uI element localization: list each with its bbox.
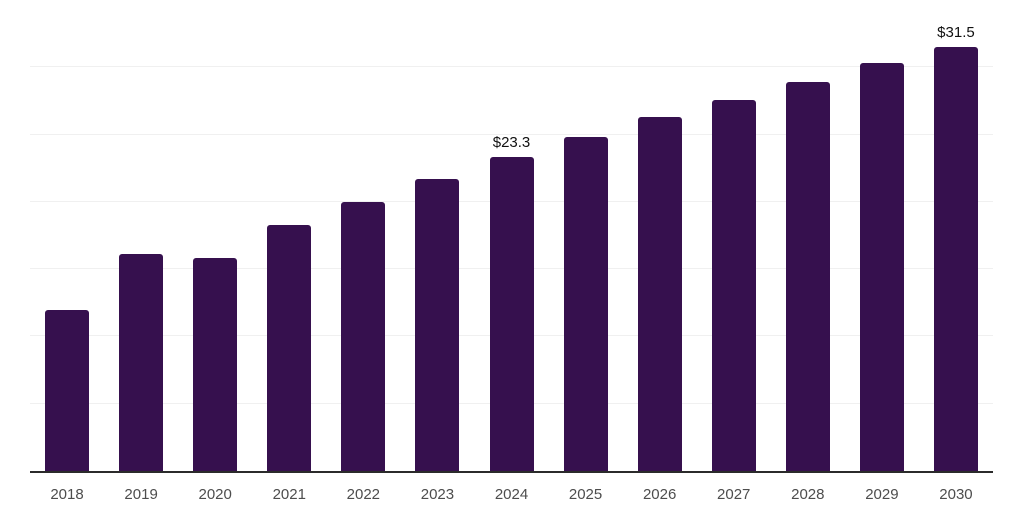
- bar-2023: [415, 178, 460, 471]
- bar-2028: [785, 82, 830, 471]
- bar-value-label-2024: $23.3: [492, 134, 531, 152]
- x-tick-label-2018: 2018: [50, 486, 84, 503]
- plot-area: $23.3 $31.5: [30, 0, 993, 473]
- bar-2029: [859, 63, 904, 471]
- x-tick-label-2023: 2023: [420, 486, 455, 503]
- x-axis: 2018 2019 2020 2021 2022 2023 2024 2025 2026 2027…: [30, 473, 993, 512]
- gridline: [30, 133, 993, 135]
- x-tick-label-2029: 2029: [865, 486, 899, 503]
- bar-2021: [267, 224, 312, 471]
- x-tick-label-2026: 2026: [642, 486, 677, 503]
- x-tick-label-2024: 2024: [494, 486, 529, 503]
- x-tick-label-2019: 2019: [124, 486, 158, 503]
- bar-2026: [637, 117, 682, 471]
- x-tick-label-2030: 2030: [939, 486, 973, 503]
- bar-2019: [119, 254, 164, 471]
- bar-2022: [341, 201, 386, 471]
- bar-value-label-2030: $31.5: [937, 24, 975, 42]
- bar-2027: [711, 99, 756, 471]
- bar-2030: [933, 47, 978, 471]
- x-tick-label-2028: 2028: [791, 486, 825, 503]
- bar-2024: [489, 157, 534, 471]
- x-tick-label-2025: 2025: [568, 486, 603, 503]
- gridline: [30, 66, 993, 68]
- x-tick-label-2022: 2022: [346, 486, 381, 503]
- bar-2025: [563, 137, 608, 471]
- x-tick-label-2020: 2020: [198, 486, 232, 503]
- bar-2020: [193, 258, 238, 471]
- x-tick-label-2027: 2027: [717, 486, 751, 503]
- bar-2018: [45, 309, 90, 471]
- x-tick-label-2021: 2021: [272, 486, 306, 503]
